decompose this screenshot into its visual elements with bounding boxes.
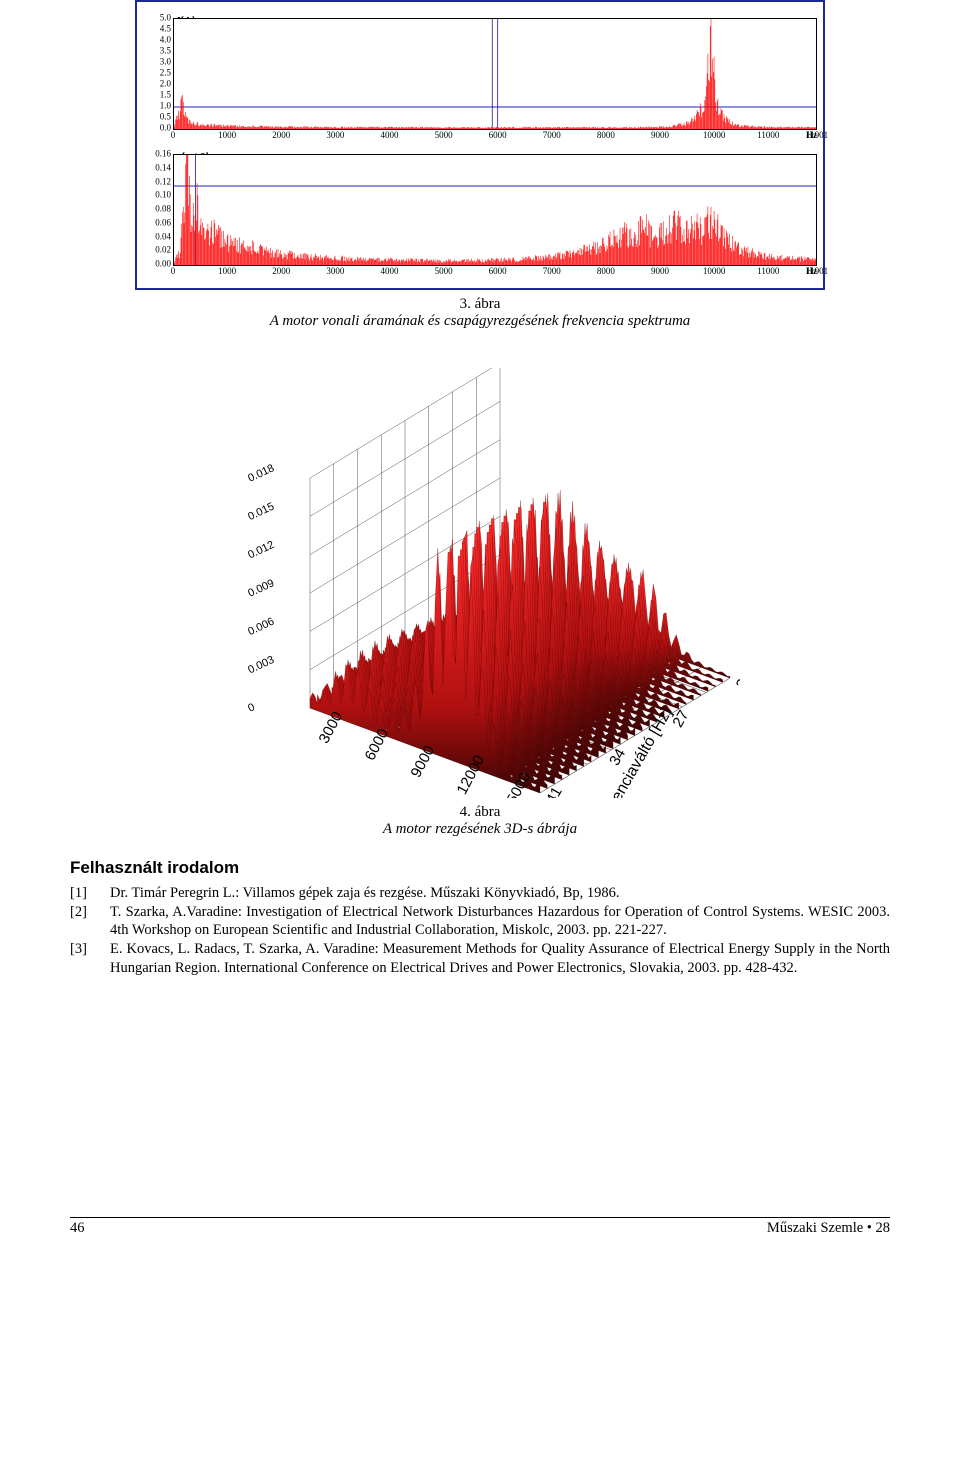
figure-text: A motor vonali áramának és csapágyrezgés… [270, 313, 691, 329]
footer-rule [70, 1217, 890, 1218]
x-ticks: Hz 0100020003000400050006000700080009000… [173, 266, 817, 278]
svg-text:27: 27 [669, 707, 692, 730]
reference-item: [2]T. Szarka, A.Varadine: Investigation … [70, 903, 890, 939]
y-ticks: 5.04.54.03.53.02.52.01.51.00.50.0 [143, 18, 173, 130]
vibration-spectrum: a[m/s2] 0.160.140.120.100.080.060.040.02… [143, 154, 817, 278]
figure-number: 4. ábra [460, 804, 501, 820]
waterfall-3d-figure: 300060009000120001500020273441Frekvencia… [200, 368, 760, 798]
svg-text:0.012: 0.012 [246, 539, 276, 562]
references-heading: Felhasznált irodalom [70, 858, 890, 878]
svg-text:20: 20 [733, 669, 740, 692]
svg-text:0.018: 0.018 [246, 462, 276, 485]
figure-3-caption: 3. ábra A motor vonali áramának és csapá… [70, 296, 890, 330]
reference-item: [1]Dr. Timár Peregrin L.: Villamos gépek… [70, 884, 890, 902]
reference-number: [3] [70, 940, 110, 976]
current-spectrum: I[A] 5.04.54.03.53.02.52.01.51.00.50.0 H… [143, 18, 817, 142]
page-number: 46 [70, 1220, 85, 1237]
page-footer: 46 Műszaki Szemle • 28 [70, 1220, 890, 1247]
journal-name: Műszaki Szemle • 28 [767, 1220, 890, 1237]
svg-text:0.003: 0.003 [246, 654, 276, 677]
reference-text: E. Kovacs, L. Radacs, T. Szarka, A. Vara… [110, 940, 890, 976]
svg-text:0.006: 0.006 [246, 616, 276, 639]
plot-area [173, 154, 817, 266]
svg-text:3000: 3000 [316, 709, 347, 746]
reference-text: T. Szarka, A.Varadine: Investigation of … [110, 903, 890, 939]
svg-text:9000: 9000 [408, 743, 439, 780]
references-list: [1]Dr. Timár Peregrin L.: Villamos gépek… [70, 884, 890, 977]
reference-number: [1] [70, 884, 110, 902]
reference-item: [3]E. Kovacs, L. Radacs, T. Szarka, A. V… [70, 940, 890, 976]
waterfall-svg: 300060009000120001500020273441Frekvencia… [220, 368, 740, 798]
x-ticks: Hz 0100020003000400050006000700080009000… [173, 130, 817, 142]
figure-text: A motor rezgésének 3D-s ábrája [383, 821, 577, 837]
figure-number: 3. ábra [460, 296, 501, 312]
svg-text:0.009: 0.009 [246, 577, 276, 600]
figure-4-caption: 4. ábra A motor rezgésének 3D-s ábrája [70, 804, 890, 838]
reference-number: [2] [70, 903, 110, 939]
svg-text:6000: 6000 [362, 726, 393, 763]
plot-area [173, 18, 817, 130]
svg-text:0.015: 0.015 [246, 501, 276, 524]
y-ticks: 0.160.140.120.100.080.060.040.020.00 [143, 154, 173, 266]
spectra-panel: I[A] 5.04.54.03.53.02.52.01.51.00.50.0 H… [135, 0, 825, 290]
reference-text: Dr. Timár Peregrin L.: Villamos gépek za… [110, 884, 890, 902]
svg-text:0: 0 [246, 701, 257, 714]
